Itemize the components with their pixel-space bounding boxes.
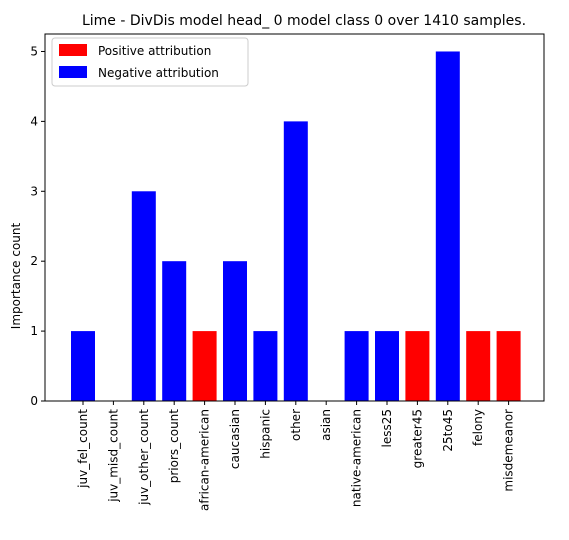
x-tick-label: native-american xyxy=(350,409,364,507)
x-tick-label: felony xyxy=(471,409,485,446)
y-tick-label: 3 xyxy=(30,184,38,198)
bar-juv_other_count xyxy=(131,191,156,401)
x-tick-label: african-american xyxy=(198,409,212,511)
bar-greater45 xyxy=(405,331,430,401)
chart-title: Lime - DivDis model head_ 0 model class … xyxy=(82,13,526,29)
legend-box xyxy=(51,37,249,87)
bar-hispanic xyxy=(253,331,278,401)
y-tick-label: 4 xyxy=(30,114,38,128)
y-axis-ticks: 0 1 2 3 4 5 xyxy=(30,44,45,408)
x-axis-ticks: juv_fel_count juv_misd_count juv_other_cou… xyxy=(76,401,516,511)
legend: Positive attribution Negative attribution xyxy=(51,37,249,87)
y-axis-label: Importance count xyxy=(9,222,23,329)
x-tick-label: caucasian xyxy=(228,409,242,469)
legend-label: Positive attribution xyxy=(98,44,211,58)
x-tick-label: juv_fel_count xyxy=(76,409,90,489)
x-tick-label: greater45 xyxy=(410,409,424,468)
bars-group xyxy=(71,51,521,401)
bar-other xyxy=(283,121,308,401)
y-tick-label: 0 xyxy=(30,394,38,408)
bar-misdemeanor xyxy=(496,331,521,401)
x-tick-label: juv_other_count xyxy=(137,409,151,506)
x-tick-label: hispanic xyxy=(258,409,272,459)
bar-25to45 xyxy=(435,51,460,401)
plot-frame xyxy=(44,33,545,402)
legend-swatch xyxy=(59,66,87,78)
x-tick-label: asian xyxy=(319,409,333,441)
legend-swatch xyxy=(59,44,87,56)
legend-label: Negative attribution xyxy=(98,66,219,80)
bar-less25 xyxy=(375,331,399,401)
y-tick-label: 5 xyxy=(30,44,38,58)
x-tick-label: less25 xyxy=(380,409,394,448)
bar-native-american xyxy=(344,331,369,401)
x-tick-label: 25to45 xyxy=(441,409,455,452)
bar-caucasian xyxy=(223,261,247,401)
y-tick-label: 2 xyxy=(30,254,38,268)
x-tick-label: misdemeanor xyxy=(502,409,516,492)
x-tick-label: juv_misd_count xyxy=(106,409,120,503)
x-tick-label: priors_count xyxy=(167,409,181,484)
y-tick-label: 1 xyxy=(30,324,38,338)
bar-juv_fel_count xyxy=(71,331,95,401)
bar-priors_count xyxy=(162,261,187,401)
x-tick-label: other xyxy=(289,409,303,441)
bar-african-american xyxy=(192,331,217,401)
bar-felony xyxy=(466,331,491,401)
